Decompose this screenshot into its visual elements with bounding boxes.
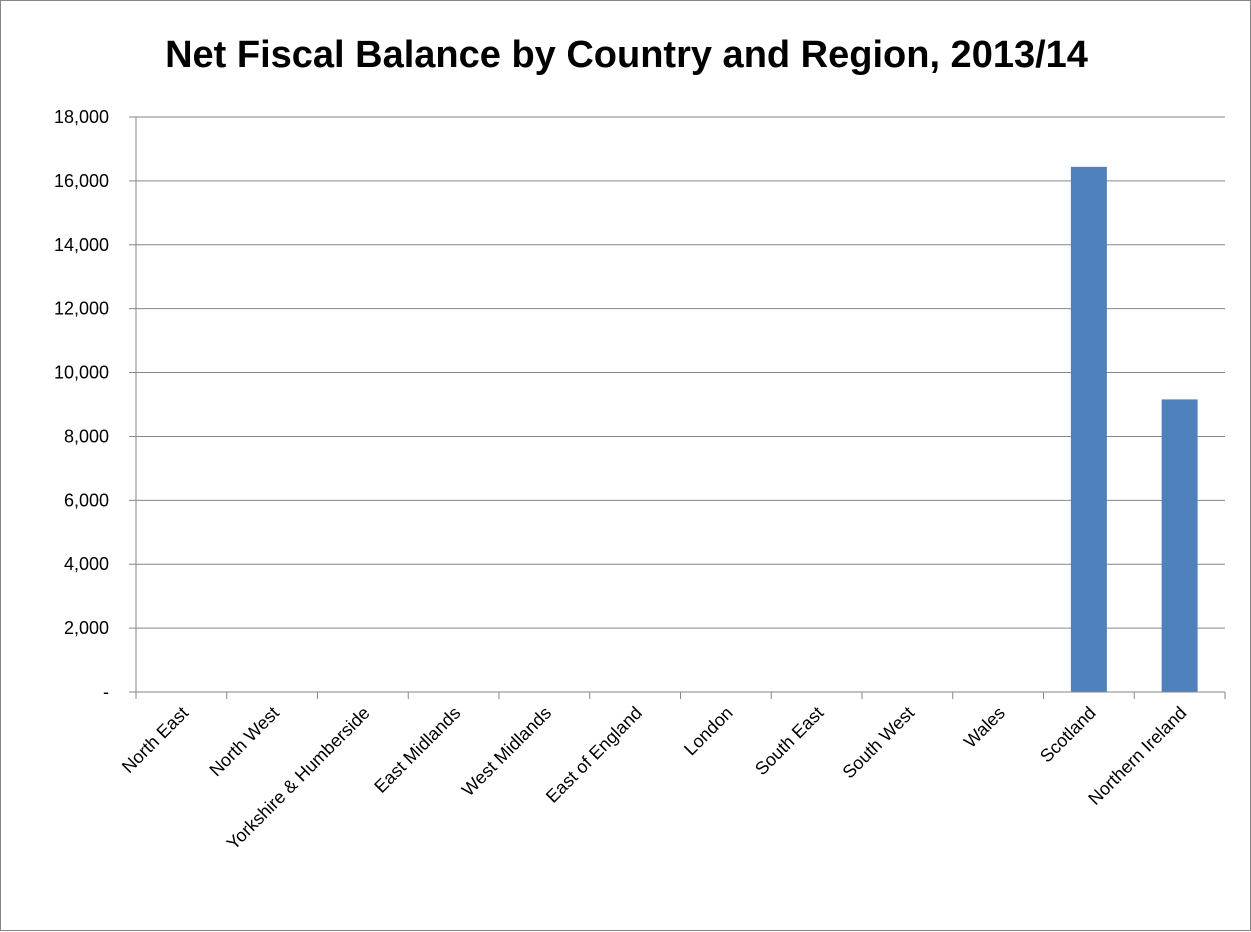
x-tick-label: Northern Ireland xyxy=(1084,703,1190,809)
y-tick-label: 8,000 xyxy=(64,426,109,446)
x-tick-label: West Midlands xyxy=(458,703,555,800)
x-tick-label: North West xyxy=(205,703,283,781)
gridlines xyxy=(136,116,1225,629)
y-tick-label: 16,000 xyxy=(54,171,109,191)
bar xyxy=(1070,166,1107,693)
x-tick-label: Scotland xyxy=(1036,703,1100,767)
x-tick-label: East of England xyxy=(542,703,646,807)
x-tick-label: South East xyxy=(751,703,827,779)
y-tick-label: 18,000 xyxy=(54,107,109,127)
x-tick-label: South West xyxy=(838,703,918,783)
axes xyxy=(129,116,1226,699)
bar xyxy=(1161,399,1198,692)
y-tick-label: 14,000 xyxy=(54,235,109,255)
y-tick-label: 10,000 xyxy=(54,363,109,383)
y-tick-label: - xyxy=(103,682,109,702)
x-tick-label: London xyxy=(680,703,737,760)
x-tick-label: Wales xyxy=(960,703,1009,752)
chart-title: Net Fiscal Balance by Country and Region… xyxy=(165,34,1088,76)
x-tick-label: North East xyxy=(118,703,192,777)
y-tick-label: 2,000 xyxy=(64,618,109,638)
y-tick-label: 6,000 xyxy=(64,490,109,510)
y-tick-label: 12,000 xyxy=(54,299,109,319)
y-tick-labels: - 2,000 4,000 6,000 8,000 10,000 12,000 14,000 1… xyxy=(54,107,109,702)
x-tick-label: East Midlands xyxy=(370,703,464,797)
bars xyxy=(1070,166,1198,693)
y-tick-label: 4,000 xyxy=(64,554,109,574)
